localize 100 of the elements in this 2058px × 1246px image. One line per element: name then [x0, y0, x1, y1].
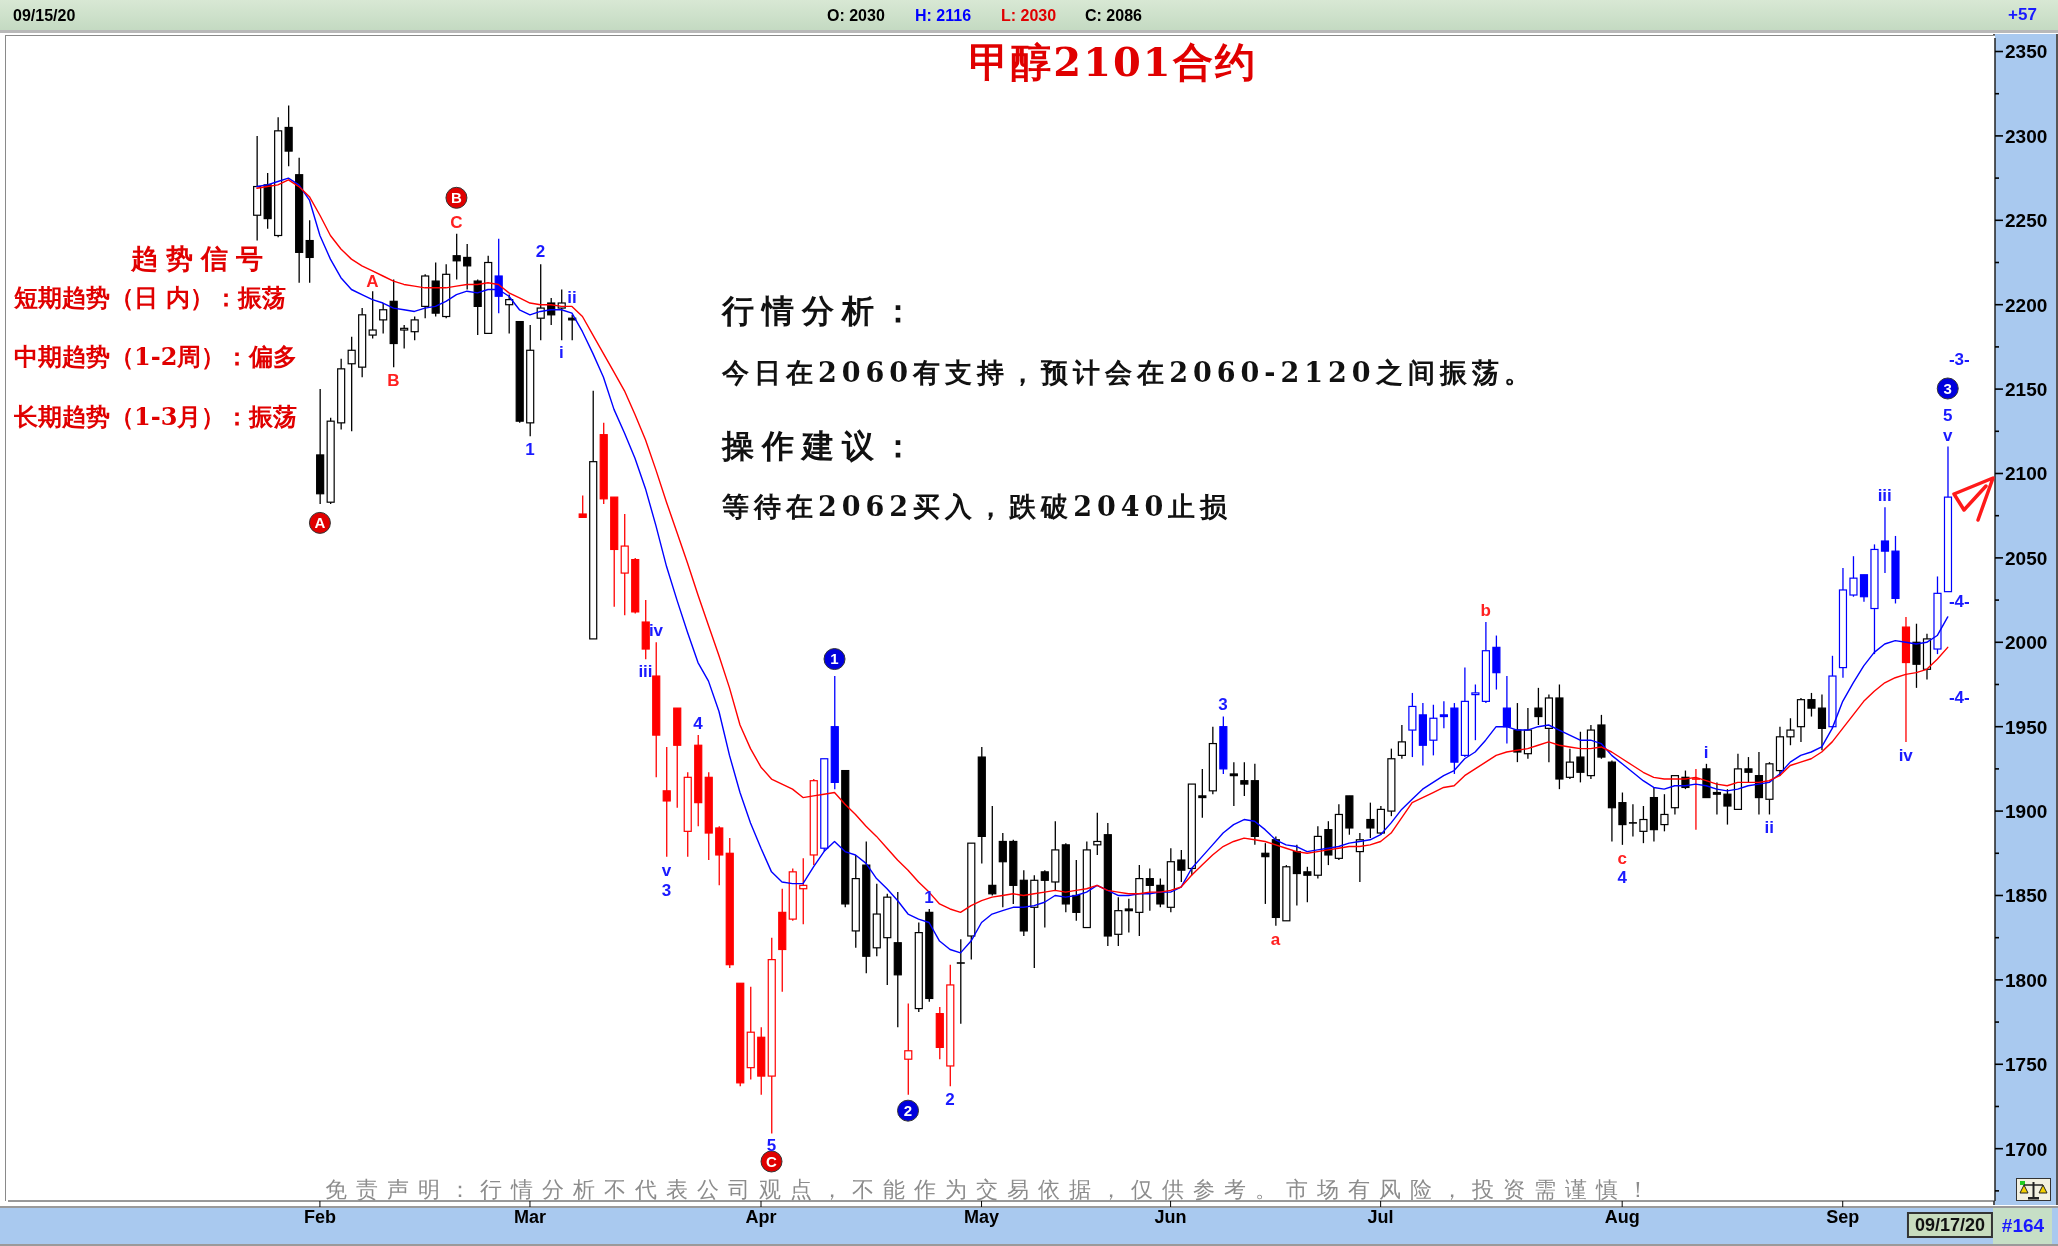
x-tick-label: Jun — [1154, 1207, 1187, 1227]
candlestick — [955, 938, 966, 1025]
text: 09/15/20 — [13, 5, 76, 26]
chart-title: 甲醇2101合约 — [969, 38, 1257, 86]
candlestick — [1786, 717, 1795, 746]
candlestick — [1240, 761, 1249, 797]
annotation: 免责声明：行情分析不代表公司观点，不能作为交易依据，仅供参考。市场有风险，投资需谨慎！ — [324, 1175, 1658, 1204]
candlestick — [536, 263, 545, 341]
candlestick — [904, 1002, 913, 1096]
annotation: iii — [638, 662, 653, 682]
text: H: 2116 — [915, 5, 972, 26]
annotation: i — [559, 343, 564, 363]
annotation: 2 — [535, 242, 546, 262]
annotation: v — [1943, 425, 1954, 445]
text: #164 — [2001, 1213, 2045, 1238]
candlestick — [1744, 756, 1753, 784]
y-tick-label: 2100 — [2005, 463, 2048, 485]
candlestick — [1912, 623, 1921, 689]
text: C: 2086 — [1085, 5, 1142, 26]
text: +57 — [2008, 3, 2037, 26]
x-tick-label: Aug — [1604, 1207, 1640, 1227]
annotation: 长期趋势（1-3月）：振荡 — [14, 401, 298, 433]
text: 09/17/20 — [1906, 1212, 1994, 1238]
text: O: 2030 — [827, 5, 885, 26]
y-tick-label: 1750 — [2005, 1054, 2048, 1076]
annotation: a — [1270, 929, 1281, 949]
candlestick — [1471, 683, 1480, 741]
annotation: 行情分析： — [722, 291, 922, 333]
candlestick — [1292, 844, 1301, 907]
candlestick — [1397, 724, 1406, 760]
annotation: 2 — [945, 1090, 955, 1110]
x-tick-label: Sep — [1826, 1207, 1860, 1227]
y-tick-label: 2250 — [2005, 210, 2048, 232]
candlestick — [1807, 692, 1816, 718]
annotation: 5 — [1943, 405, 1953, 425]
text: L: 2030 — [1001, 5, 1057, 26]
annotation: iii — [1877, 486, 1892, 506]
y-tick-label: 2350 — [2005, 41, 2048, 63]
candlestick — [1439, 700, 1448, 730]
y-tick-label: 2050 — [2005, 547, 2048, 569]
y-tick-label: 2200 — [2005, 294, 2048, 316]
annotation: 今日在2060有支持，预计会在2060-2120之间振荡。 — [722, 356, 1536, 391]
candlestick — [578, 494, 587, 519]
annotation: 1 — [830, 650, 839, 668]
candlestick — [662, 746, 671, 858]
candlestick — [1534, 687, 1543, 726]
candlestick — [557, 288, 566, 341]
candlestick — [1261, 842, 1270, 905]
candlestick — [379, 302, 388, 335]
candlestick — [284, 104, 293, 167]
annotation: c — [1617, 848, 1627, 868]
candlestick — [988, 805, 997, 897]
annotation: i — [1703, 742, 1709, 762]
candlestick — [1040, 869, 1049, 929]
candlestick — [1177, 849, 1186, 883]
annotation: 等待在2062买入，跌破2040止损 — [722, 490, 1233, 525]
annotation: A — [366, 272, 379, 292]
candlestick — [1565, 747, 1575, 780]
x-tick-label: Apr — [745, 1207, 777, 1227]
annotation: 4 — [1617, 867, 1628, 887]
annotation: b — [1480, 601, 1491, 621]
candlestick — [568, 314, 577, 341]
candlestick — [1880, 506, 1890, 574]
candlestick — [1628, 803, 1638, 838]
x-tick-label: Feb — [303, 1207, 336, 1227]
y-tick-label: 1800 — [2005, 969, 2048, 991]
candlestick — [1817, 693, 1827, 751]
y-tick-label: 1900 — [2005, 800, 2048, 822]
annotation: 2 — [903, 1102, 913, 1120]
candlestick — [1072, 859, 1081, 922]
x-tick-label: Jul — [1367, 1207, 1394, 1227]
candlestick — [1366, 801, 1375, 839]
annotation: 1 — [924, 888, 934, 908]
annotation: iv — [648, 621, 664, 641]
annotation: ii — [1764, 817, 1774, 837]
y-tick-label: 2300 — [2005, 125, 2048, 147]
annotation: 1 — [525, 440, 535, 460]
y-tick-label: 1950 — [2005, 716, 2048, 738]
candlestick — [1429, 704, 1438, 757]
annotation: 中期趋势（1-2周）：偏多 — [14, 341, 298, 373]
annotation: 操作建议： — [722, 426, 922, 468]
annotation: 3 — [1218, 694, 1228, 714]
annotation: -4- — [1948, 592, 1970, 612]
candlestick — [998, 832, 1007, 908]
annotation: C — [450, 212, 463, 232]
candlestick — [1712, 781, 1722, 816]
annotation: B — [387, 371, 400, 391]
candlestick — [1576, 731, 1585, 784]
annotation: -4- — [1948, 688, 1970, 708]
annotation: 4 — [693, 714, 704, 734]
annotation: A — [314, 514, 326, 532]
candlestick — [1376, 805, 1385, 836]
candlestick — [1145, 867, 1154, 912]
candlestick — [400, 324, 409, 350]
y-tick-label: 2000 — [2005, 632, 2048, 654]
y-tick-label: 2150 — [2005, 378, 2048, 400]
candlestick — [347, 336, 356, 432]
candlestick — [1849, 555, 1858, 598]
candlestick — [1618, 791, 1627, 846]
candlestick — [1502, 675, 1511, 745]
